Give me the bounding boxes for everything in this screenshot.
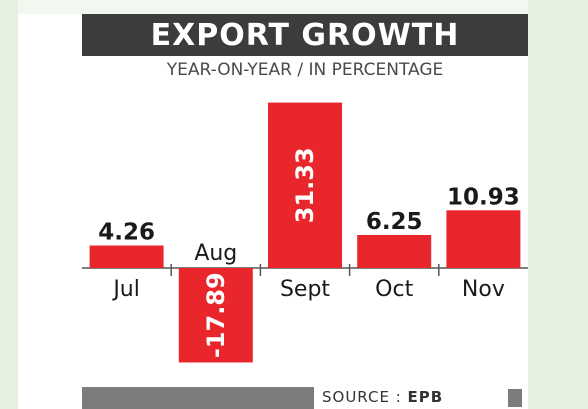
footer-end-block xyxy=(508,389,522,407)
value-label-aug: -17.89 xyxy=(202,272,230,358)
value-label-sept: 31.33 xyxy=(291,147,319,223)
category-label-jul: Jul xyxy=(111,277,140,302)
source-label: SOURCE : xyxy=(322,388,408,406)
left-background-strip xyxy=(0,0,18,409)
top-background-strip xyxy=(18,0,528,14)
category-label-nov: Nov xyxy=(462,277,505,302)
footer-bar xyxy=(82,387,314,409)
value-label-jul: 4.26 xyxy=(98,220,155,246)
chart-title: EXPORT GROWTH xyxy=(82,14,528,56)
category-label-oct: Oct xyxy=(375,277,413,302)
value-label-nov: 10.93 xyxy=(447,184,520,210)
right-background-strip xyxy=(528,0,588,409)
category-label-aug: Aug xyxy=(194,241,237,266)
bar-jul xyxy=(89,245,164,268)
value-label-oct: 6.25 xyxy=(366,209,423,235)
source-credit: SOURCE : EPB xyxy=(322,386,443,408)
chart-subtitle: YEAR-ON-YEAR / IN PERCENTAGE xyxy=(166,60,444,80)
bar-sept xyxy=(268,102,342,268)
category-label-sept: Sept xyxy=(280,277,330,302)
bar-aug xyxy=(178,268,253,363)
bar-nov xyxy=(446,210,521,268)
bar-oct xyxy=(357,235,432,268)
source-name: EPB xyxy=(407,388,444,406)
